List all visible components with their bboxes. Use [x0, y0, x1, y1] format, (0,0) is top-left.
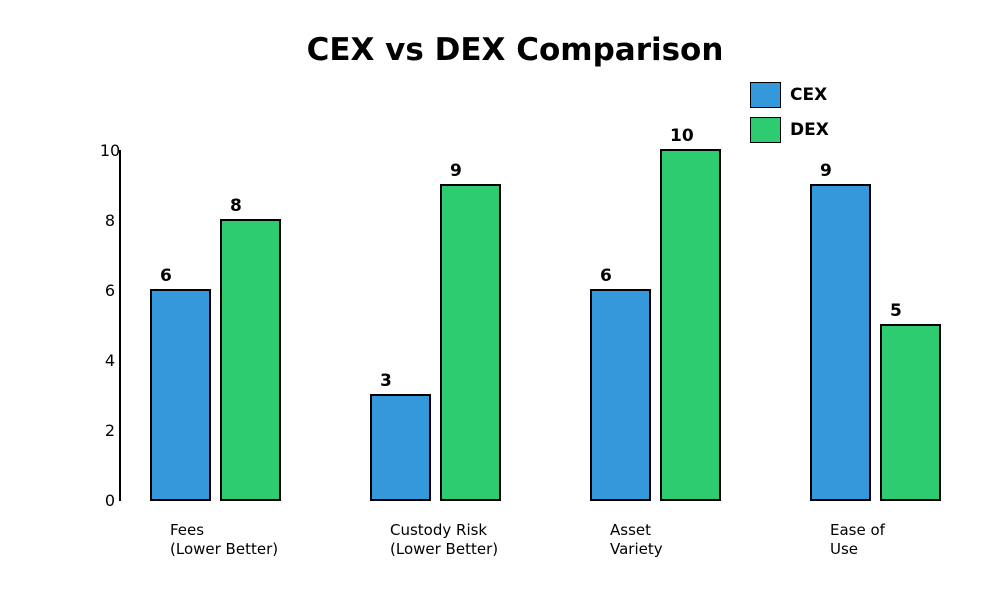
x-category-label: Ease of Use — [830, 521, 886, 558]
bar-dex — [880, 324, 941, 501]
y-tick-label: 0 — [105, 491, 115, 510]
bar-cex — [370, 394, 431, 501]
y-tick-label: 10 — [100, 141, 120, 160]
legend-swatch-dex — [750, 117, 781, 143]
x-category-label-line: (Lower Better) — [170, 540, 278, 558]
x-category-label-line: (Lower Better) — [390, 540, 498, 558]
bar-dex — [440, 184, 501, 501]
x-category-label-line: Custody Risk — [390, 521, 487, 539]
y-tick-label: 8 — [105, 211, 115, 230]
x-category-label-line: Use — [830, 540, 858, 558]
bar-dex — [220, 219, 281, 501]
legend-swatch-cex — [750, 82, 781, 108]
y-tick-label: 6 — [105, 281, 115, 300]
bar-value-label: 9 — [820, 161, 832, 181]
bar-value-label: 10 — [670, 126, 694, 146]
x-category-label: Custody Risk (Lower Better) — [390, 521, 498, 558]
x-category-label-line: Asset — [610, 521, 651, 539]
x-category-label: Asset Variety — [610, 521, 663, 558]
bar-cex — [810, 184, 871, 501]
x-category-label-line: Variety — [610, 540, 663, 558]
bar-cex — [150, 289, 211, 501]
bar-dex — [660, 149, 721, 501]
legend: CEX DEX — [750, 82, 829, 143]
chart-title: CEX vs DEX Comparison — [307, 32, 724, 68]
legend-label: DEX — [790, 120, 829, 140]
x-category-label-line: Ease of — [830, 521, 886, 539]
bar-value-label: 3 — [380, 371, 392, 391]
x-category-label-line: Fees — [170, 521, 204, 539]
y-tick-label: 4 — [105, 351, 115, 370]
bar-cex — [590, 289, 651, 501]
legend-label: CEX — [790, 85, 827, 105]
x-category-label: Fees (Lower Better) — [170, 521, 278, 558]
bar-value-label: 8 — [230, 196, 242, 216]
bar-value-label: 6 — [160, 266, 172, 286]
y-tick-label: 2 — [105, 421, 115, 440]
bar-value-label: 6 — [600, 266, 612, 286]
bar-value-label: 9 — [450, 161, 462, 181]
bar-value-label: 5 — [890, 301, 902, 321]
